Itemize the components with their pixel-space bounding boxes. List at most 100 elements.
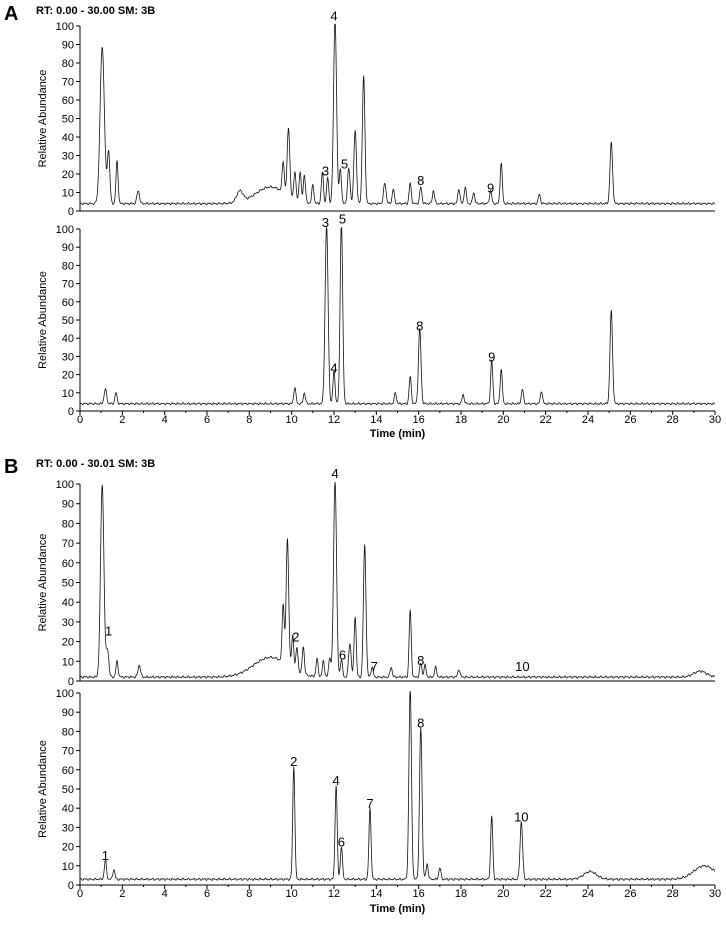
- peak-label: 2: [290, 754, 297, 769]
- y-tick-label: 90: [62, 242, 74, 254]
- x-tick-label: 26: [624, 414, 636, 426]
- y-tick-label: 60: [62, 558, 74, 570]
- peak-label: 4: [330, 8, 337, 23]
- x-tick-label: 28: [667, 414, 679, 426]
- x-tick-label: 22: [540, 888, 552, 900]
- x-tick-label: 28: [667, 888, 679, 900]
- x-tick-label: 18: [455, 414, 467, 426]
- x-tick-label: 0: [77, 414, 83, 426]
- x-tick-label: 4: [162, 414, 168, 426]
- peak-label: 8: [416, 319, 423, 334]
- y-tick-label: 60: [62, 95, 74, 107]
- y-tick-label: 10: [62, 861, 74, 873]
- x-tick-label: 6: [204, 414, 210, 426]
- y-axis-title: Relative Abundance: [37, 740, 49, 838]
- y-axis-title: Relative Abundance: [37, 70, 49, 168]
- y-tick-label: 50: [62, 315, 74, 327]
- y-tick-label: 20: [62, 169, 74, 181]
- x-tick-label: 10: [286, 414, 298, 426]
- y-tick-label: 20: [62, 842, 74, 854]
- y-tick-label: 90: [62, 40, 74, 52]
- peak-label: 9: [487, 180, 494, 195]
- y-tick-label: 30: [62, 151, 74, 163]
- peak-label: 6: [339, 647, 346, 662]
- y-tick-label: 70: [62, 77, 74, 89]
- x-tick-label: 30: [709, 888, 721, 900]
- x-tick-label: 14: [370, 888, 382, 900]
- y-tick-label: 40: [62, 803, 74, 815]
- x-tick-label: 30: [709, 414, 721, 426]
- x-tick-label: 18: [455, 888, 467, 900]
- panel-letter: B: [4, 456, 18, 478]
- y-tick-label: 100: [56, 688, 74, 700]
- peak-label: 4: [330, 361, 337, 376]
- y-tick-label: 40: [62, 597, 74, 609]
- x-tick-label: 10: [286, 888, 298, 900]
- y-tick-label: 30: [62, 351, 74, 363]
- peak-label: 5: [341, 156, 348, 171]
- chromatogram-trace: [79, 481, 716, 679]
- panel-header: RT: 0.00 - 30.01 SM: 3B: [36, 458, 155, 470]
- y-tick-label: 50: [62, 578, 74, 590]
- y-tick-label: 0: [68, 406, 74, 418]
- y-axis-title: Relative Abundance: [37, 271, 49, 369]
- panel-header: RT: 0.00 - 30.00 SM: 3B: [36, 5, 155, 17]
- y-tick-label: 60: [62, 765, 74, 777]
- y-tick-label: 100: [56, 224, 74, 236]
- y-tick-label: 90: [62, 499, 74, 511]
- x-tick-label: 12: [328, 414, 340, 426]
- x-tick-label: 24: [582, 888, 594, 900]
- peak-label: 8: [417, 653, 424, 668]
- y-tick-label: 80: [62, 726, 74, 738]
- peak-label: 6: [338, 835, 345, 850]
- x-axis-title: Time (min): [370, 428, 426, 440]
- y-tick-label: 50: [62, 114, 74, 126]
- chromatogram-trace: [79, 691, 716, 881]
- x-tick-label: 2: [119, 888, 125, 900]
- y-tick-label: 100: [56, 479, 74, 491]
- x-tick-label: 8: [246, 888, 252, 900]
- x-tick-label: 26: [624, 888, 636, 900]
- x-tick-label: 16: [413, 888, 425, 900]
- peak-label: 4: [332, 773, 339, 788]
- x-tick-label: 12: [328, 888, 340, 900]
- peak-label: 8: [417, 173, 424, 188]
- y-tick-label: 40: [62, 132, 74, 144]
- y-tick-label: 90: [62, 707, 74, 719]
- peak-label: 5: [339, 211, 346, 226]
- peak-label: 7: [366, 796, 373, 811]
- y-tick-label: 20: [62, 370, 74, 382]
- y-tick-label: 0: [68, 880, 74, 892]
- y-tick-label: 100: [56, 21, 74, 33]
- chromatogram-trace: [79, 23, 716, 206]
- peak-label: 8: [417, 715, 424, 730]
- x-tick-label: 20: [497, 414, 509, 426]
- y-tick-label: 70: [62, 538, 74, 550]
- x-tick-label: 2: [119, 414, 125, 426]
- peak-label: 7: [371, 659, 378, 674]
- peak-label: 10: [514, 810, 528, 825]
- x-tick-label: 14: [370, 414, 382, 426]
- peak-label: 2: [292, 630, 299, 645]
- peak-label: 3: [322, 164, 329, 179]
- y-tick-label: 0: [68, 676, 74, 688]
- x-tick-label: 0: [77, 888, 83, 900]
- y-tick-label: 80: [62, 260, 74, 272]
- y-tick-label: 0: [68, 206, 74, 218]
- y-tick-label: 60: [62, 297, 74, 309]
- peak-label: 1: [105, 624, 112, 639]
- y-tick-label: 10: [62, 388, 74, 400]
- peak-label: 1: [102, 848, 109, 863]
- y-tick-label: 10: [62, 656, 74, 668]
- x-tick-label: 16: [413, 414, 425, 426]
- x-tick-label: 20: [497, 888, 509, 900]
- y-tick-label: 80: [62, 58, 74, 70]
- peak-label: 3: [322, 215, 329, 230]
- y-tick-label: 50: [62, 784, 74, 796]
- x-axis-title: Time (min): [370, 903, 426, 915]
- y-tick-label: 10: [62, 188, 74, 200]
- x-tick-label: 8: [246, 414, 252, 426]
- panel-letter: A: [4, 3, 18, 25]
- x-tick-label: 24: [582, 414, 594, 426]
